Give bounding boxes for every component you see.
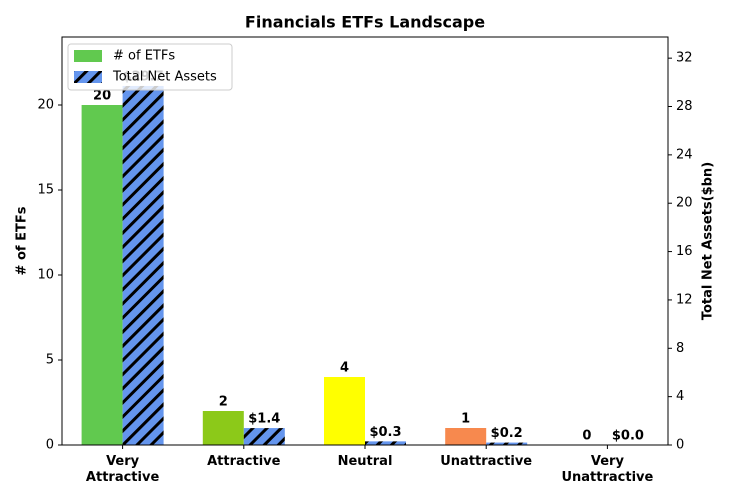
y2-tick-label: 16 [676, 244, 693, 259]
y2-tick-label: 4 [676, 389, 684, 404]
y2-tick-label: 32 [676, 51, 693, 66]
y2-tick-label: 24 [676, 147, 693, 162]
bar [445, 428, 487, 445]
y2-tick-label: 20 [676, 196, 693, 211]
value-label: 1 [461, 412, 470, 427]
legend-box [67, 43, 233, 91]
x-tick-label: Very Unattractive [561, 454, 654, 485]
x-tick-label: Unattractive [440, 454, 533, 469]
legend-label: # of ETFs [113, 49, 175, 64]
bar [81, 105, 123, 445]
value-label: 4 [340, 361, 349, 376]
x-tick-label: Attractive [207, 454, 281, 469]
x-tick-label: Neutral [337, 454, 393, 469]
y2-tick-label: 28 [676, 99, 693, 114]
y2-tick-label: 0 [676, 438, 684, 453]
y-tick-label: 0 [46, 438, 54, 453]
bar [243, 428, 285, 445]
legend-swatch [74, 50, 102, 62]
value-label: $0.0 [612, 429, 644, 444]
bar [324, 377, 365, 445]
plot-frame [61, 36, 669, 446]
value-label: 0 [582, 429, 591, 444]
y-tick-label: 15 [37, 183, 54, 198]
y-tick-label: 10 [37, 268, 54, 283]
bar [365, 441, 406, 445]
y-tick-label: 5 [46, 353, 54, 368]
legend-label: Total Net Assets [112, 70, 217, 85]
legend-swatch [74, 71, 102, 83]
x-tick-label: Very Attractive [85, 454, 160, 485]
bar [122, 85, 164, 446]
y2-tick-label: 12 [676, 292, 693, 307]
chart-title: Financials ETFs Landscape [245, 13, 485, 32]
value-label: $1.4 [248, 412, 280, 427]
y2-axis-label: Total Net Assets($bn) [701, 162, 716, 320]
value-label: $0.2 [491, 426, 523, 441]
bar [202, 411, 244, 445]
value-label: 20 [93, 89, 111, 104]
y2-tick-label: 8 [676, 341, 684, 356]
bar [486, 442, 528, 445]
y-axis-label: # of ETFs [15, 206, 30, 275]
y-tick-label: 20 [37, 98, 54, 113]
value-label: $0.3 [369, 425, 401, 440]
value-label: 2 [219, 395, 228, 410]
